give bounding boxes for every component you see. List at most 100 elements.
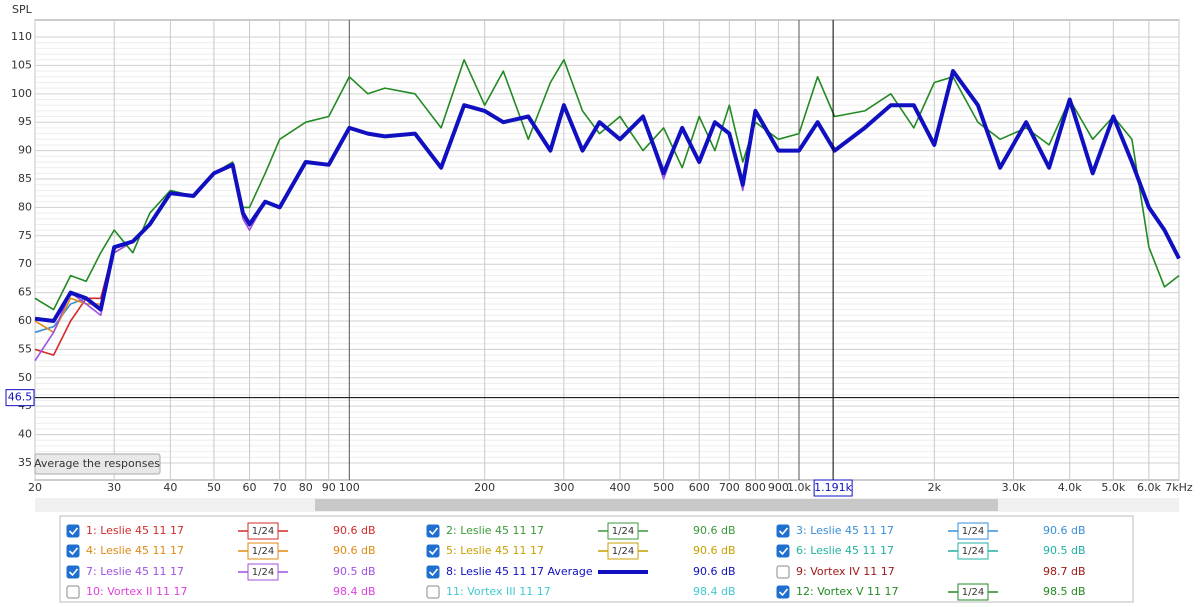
x-tick-label: 400 — [610, 481, 631, 494]
smoothing-box[interactable] — [607, 522, 639, 540]
legend-smoothing: 1/24 — [612, 526, 634, 537]
smoothing-box[interactable] — [957, 522, 989, 540]
legend-checkbox[interactable] — [66, 565, 80, 579]
cursor-y-label: 46.5 — [8, 391, 33, 404]
legend-name: 8: Leslie 45 11 17 Average — [446, 565, 593, 578]
smoothing-box[interactable] — [247, 542, 279, 560]
legend-level: 98.5 dB — [1043, 585, 1086, 598]
legend-name: 6: Leslie 45 11 17 — [796, 544, 894, 557]
legend-checkbox[interactable] — [426, 565, 440, 579]
x-tick-label: 50 — [207, 481, 221, 494]
y-tick-label: 50 — [18, 371, 32, 384]
x-tick-label: 500 — [653, 481, 674, 494]
legend-item: 8: Leslie 45 11 17 Average 90.6 dB — [426, 565, 736, 579]
y-tick-label: 110 — [11, 30, 32, 43]
x-tick-label: 100 — [339, 481, 360, 494]
x-tick-label: 800 — [745, 481, 766, 494]
plot-area — [34, 19, 1180, 481]
y-tick-label: 105 — [11, 58, 32, 71]
x-tick-label: 20 — [28, 481, 42, 494]
average-button-label[interactable]: Average the responses — [34, 457, 160, 470]
x-tick-label: 4.0k — [1058, 481, 1082, 494]
legend-checkbox[interactable] — [426, 544, 440, 558]
legend-smoothing: 1/24 — [252, 567, 274, 578]
checkmark — [68, 527, 79, 536]
checkmark — [68, 547, 79, 556]
legend-name: 9: Vortex IV 11 17 — [796, 565, 895, 578]
legend-name: 5: Leslie 45 11 17 — [446, 544, 544, 557]
legend-name: 11: Vortex III 11 17 — [446, 585, 551, 598]
legend-item: 1: Leslie 45 11 17 1/24 90.6 dB — [66, 522, 376, 540]
legend-item: 2: Leslie 45 11 17 1/24 90.6 dB — [426, 522, 736, 540]
smoothing-box[interactable] — [247, 522, 279, 540]
x-tick-label: 700 — [719, 481, 740, 494]
legend-level: 90.6 dB — [693, 565, 736, 578]
scrollbar-thumb[interactable] — [315, 499, 998, 511]
y-tick-label: 70 — [18, 257, 32, 270]
checkmark — [778, 547, 789, 556]
y-tick-label: 55 — [18, 342, 32, 355]
legend-name: 4: Leslie 45 11 17 — [86, 544, 184, 557]
x-tick-label: 6.0k — [1137, 481, 1161, 494]
average-button[interactable] — [34, 453, 161, 475]
y-axis-label: SPL — [12, 3, 33, 16]
smoothing-box[interactable] — [957, 583, 989, 601]
legend-smoothing: 1/24 — [252, 526, 274, 537]
y-tick-label: 100 — [11, 87, 32, 100]
legend-name: 10: Vortex II 11 17 — [86, 585, 188, 598]
legend-item: 4: Leslie 45 11 17 1/24 90.6 dB — [66, 542, 376, 560]
y-tick-label: 35 — [18, 456, 32, 469]
legend-level: 98.4 dB — [693, 585, 736, 598]
smoothing-box[interactable] — [607, 542, 639, 560]
checkmark — [68, 568, 79, 577]
legend-level: 98.7 dB — [1043, 565, 1086, 578]
y-tick-label: 75 — [18, 229, 32, 242]
legend-name: 1: Leslie 45 11 17 — [86, 524, 184, 537]
legend-smoothing: 1/24 — [962, 546, 984, 557]
smoothing-box[interactable] — [247, 563, 279, 581]
cursor-y-box — [5, 389, 35, 407]
legend-checkbox[interactable] — [776, 524, 790, 538]
legend-checkbox[interactable] — [776, 585, 790, 599]
checkmark — [778, 588, 789, 597]
legend-level: 90.5 dB — [333, 565, 376, 578]
legend-name: 3: Leslie 45 11 17 — [796, 524, 894, 537]
x-tick-label: 40 — [163, 481, 177, 494]
y-tick-label: 90 — [18, 144, 32, 157]
legend-smoothing: 1/24 — [962, 587, 984, 598]
x-tick-label: 300 — [553, 481, 574, 494]
y-tick-label: 80 — [18, 200, 32, 213]
x-tick-label: 600 — [689, 481, 710, 494]
checkmark — [428, 568, 439, 577]
legend-level: 90.6 dB — [1043, 524, 1086, 537]
legend-name: 7: Leslie 45 11 17 — [86, 565, 184, 578]
legend-checkbox[interactable] — [426, 524, 440, 538]
legend-level: 90.6 dB — [333, 544, 376, 557]
y-tick-label: 65 — [18, 286, 32, 299]
y-tick-label: 60 — [18, 314, 32, 327]
legend-level: 90.6 dB — [693, 544, 736, 557]
y-tick-label: 40 — [18, 428, 32, 441]
x-tick-label: 2k — [928, 481, 942, 494]
legend-checkbox[interactable] — [426, 585, 440, 599]
checkmark — [428, 547, 439, 556]
x-tick-label: 3.0k — [1002, 481, 1026, 494]
legend-item: 3: Leslie 45 11 17 1/24 90.6 dB — [776, 522, 1086, 540]
smoothing-box[interactable] — [957, 542, 989, 560]
legend-checkbox[interactable] — [66, 544, 80, 558]
checkmark — [428, 527, 439, 536]
legend-checkbox[interactable] — [66, 585, 80, 599]
legend-item: 10: Vortex II 11 17 98.4 dB — [66, 585, 376, 599]
legend-checkbox[interactable] — [66, 524, 80, 538]
y-tick-label: 85 — [18, 172, 32, 185]
legend-checkbox[interactable] — [776, 544, 790, 558]
y-tick-label: 95 — [18, 115, 32, 128]
legend-checkbox[interactable] — [776, 565, 790, 579]
x-tick-label: 7kHz — [1165, 481, 1193, 494]
x-tick-label: 80 — [299, 481, 313, 494]
x-tick-label: 70 — [273, 481, 287, 494]
legend-smoothing: 1/24 — [962, 526, 984, 537]
legend-item: 7: Leslie 45 11 17 1/24 90.5 dB — [66, 563, 376, 581]
